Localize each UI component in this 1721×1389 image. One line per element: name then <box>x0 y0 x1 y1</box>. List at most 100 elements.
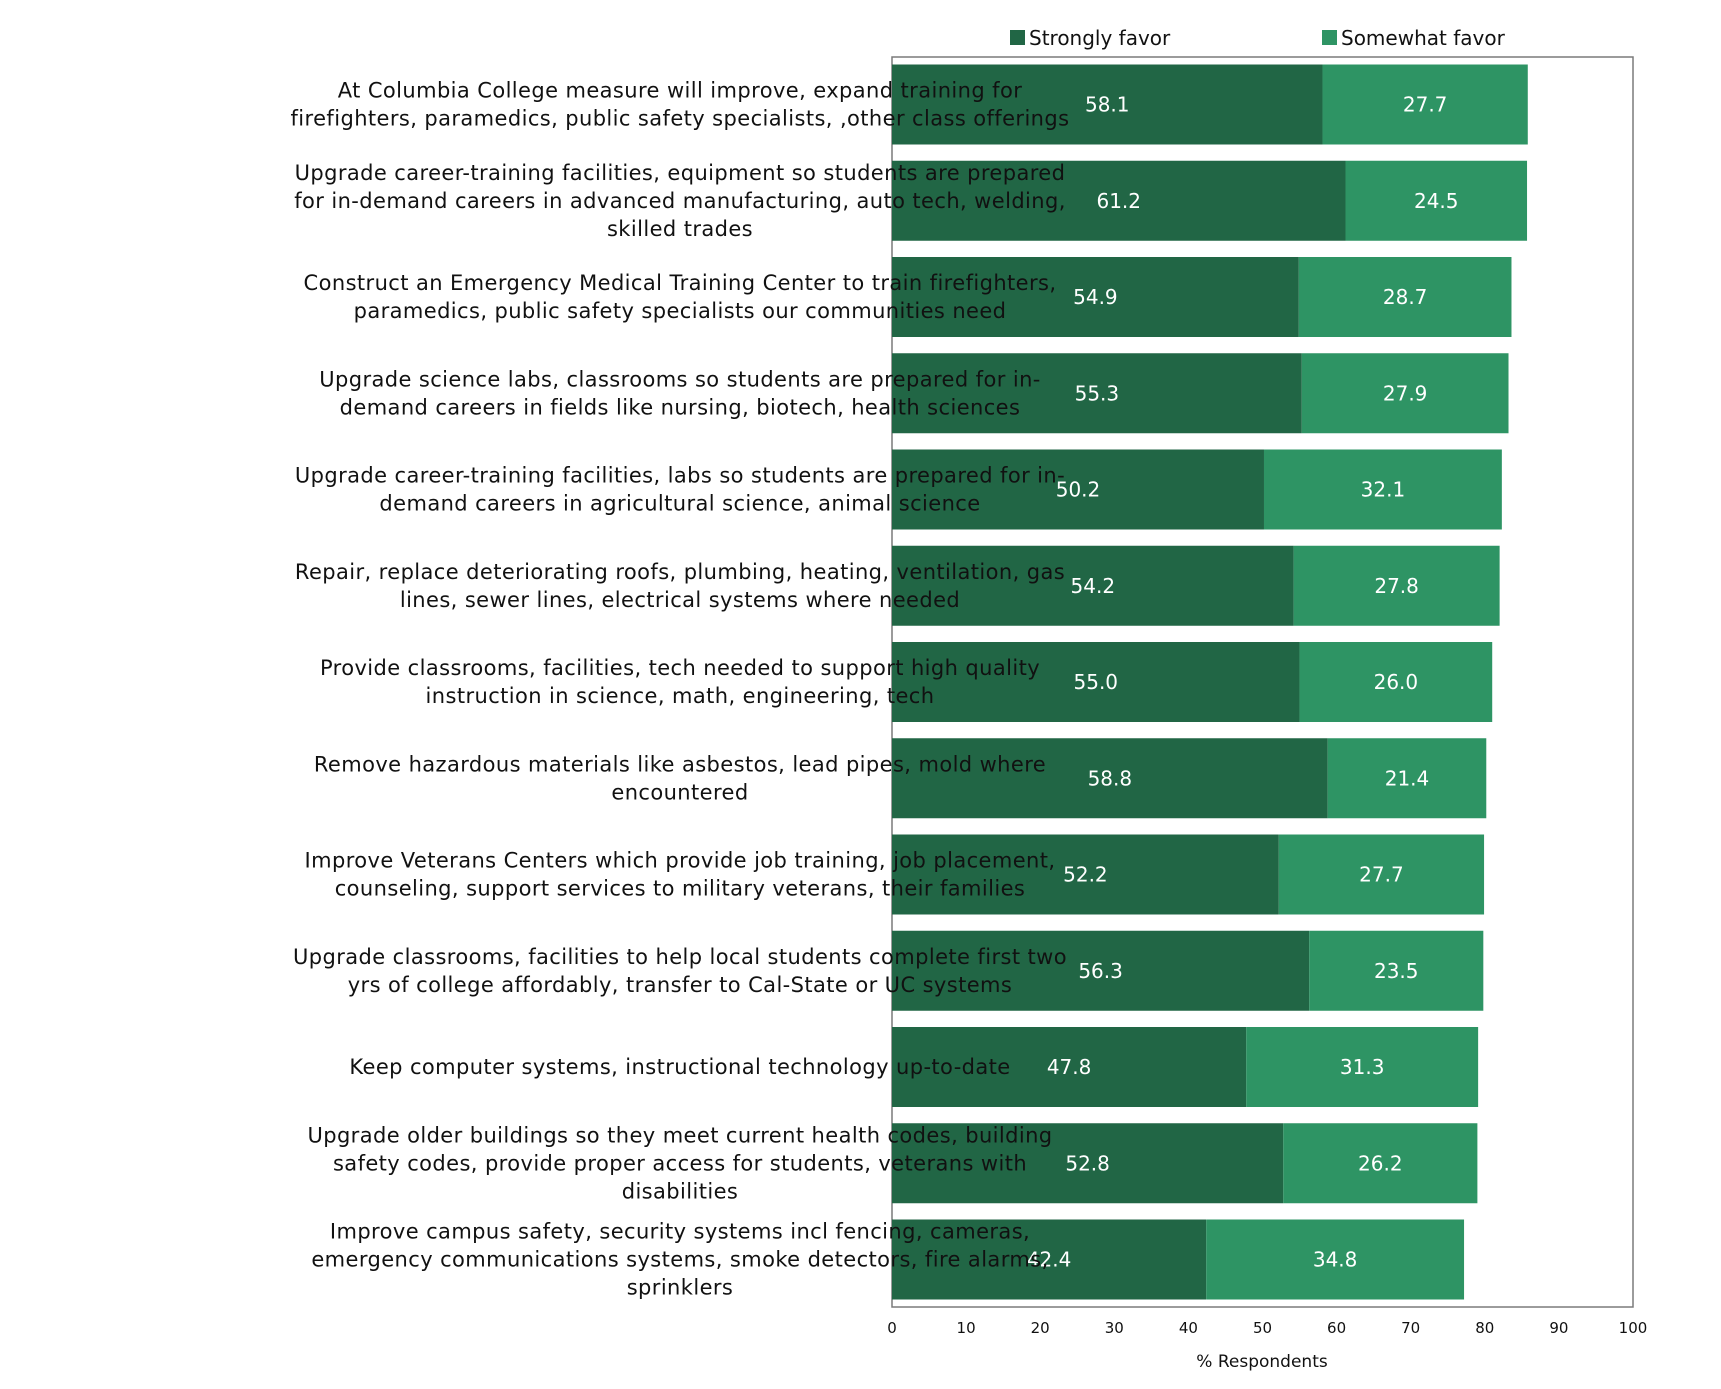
bar-somewhat-favor-9 <box>1278 834 1485 915</box>
bar-strongly-favor-4 <box>892 353 1302 434</box>
x-axis: 0 10 20 30 40 50 60 70 80 90 100 <box>887 1319 1647 1337</box>
data-label: 58.8 <box>1088 766 1133 790</box>
data-label: 52.2 <box>1063 863 1108 887</box>
category-label: skilled trades <box>607 217 753 241</box>
bar-strongly-favor-7 <box>892 642 1300 722</box>
x-tick-label: 40 <box>1179 1319 1198 1337</box>
category-label: Remove hazardous materials like asbestos… <box>314 752 1046 776</box>
category-label: counseling, support services to military… <box>335 877 1026 901</box>
data-label: 26.0 <box>1374 670 1419 694</box>
bar-strongly-favor-6 <box>892 545 1294 626</box>
data-label: 24.5 <box>1414 189 1459 213</box>
data-label: 50.2 <box>1056 478 1101 502</box>
data-label: 47.8 <box>1047 1055 1092 1079</box>
bar-strongly-favor-10 <box>892 930 1310 1011</box>
bar-strongly-favor-8 <box>892 738 1328 819</box>
data-label: 26.2 <box>1358 1151 1403 1175</box>
data-label: 55.0 <box>1074 670 1119 694</box>
bar-strongly-favor-2 <box>892 160 1346 241</box>
category-label: sprinklers <box>627 1276 734 1300</box>
category-label: Upgrade career-training facilities, equi… <box>295 161 1066 185</box>
category-label: disabilities <box>622 1179 739 1203</box>
data-label: 34.8 <box>1313 1248 1358 1272</box>
category-label: Upgrade science labs, classrooms so stud… <box>319 367 1041 391</box>
category-label: Provide classrooms, facilities, tech nee… <box>320 656 1040 680</box>
data-label: 31.3 <box>1340 1055 1385 1079</box>
data-label: 28.7 <box>1383 285 1428 309</box>
data-label: 52.8 <box>1065 1151 1110 1175</box>
x-axis-title: % Respondents <box>1196 1352 1328 1372</box>
category-label: Upgrade career-training facilities, labs… <box>295 464 1065 488</box>
bar-strongly-favor-11 <box>892 1027 1247 1107</box>
data-label: 42.4 <box>1027 1248 1072 1272</box>
bar-somewhat-favor-7 <box>1299 642 1493 722</box>
bar-somewhat-favor-12 <box>1283 1123 1478 1204</box>
data-label: 61.2 <box>1096 189 1141 213</box>
data-label: 27.7 <box>1359 863 1404 887</box>
category-label: Construct an Emergency Medical Training … <box>304 271 1057 295</box>
bar-somewhat-favor-5 <box>1263 449 1502 530</box>
category-label: firefighters, paramedics, public safety … <box>291 107 1070 131</box>
category-label: lines, sewer lines, electrical systems w… <box>400 588 960 612</box>
data-label: 54.9 <box>1073 285 1118 309</box>
bar-somewhat-favor-13 <box>1206 1219 1465 1300</box>
data-label: 54.2 <box>1071 574 1116 598</box>
data-label: 27.8 <box>1374 574 1419 598</box>
category-label: for in-demand careers in advanced manufa… <box>294 189 1066 213</box>
legend-label: Strongly favor <box>1029 26 1171 50</box>
data-label: 21.4 <box>1385 766 1430 790</box>
category-label: Repair, replace deteriorating roofs, plu… <box>295 560 1065 584</box>
bars-group: 58.1 27.7 61.2 24.5 54.9 28.7 55.3 27.9 50.2 32.1… <box>892 64 1528 1300</box>
x-tick-label: 100 <box>1619 1319 1648 1337</box>
bar-somewhat-favor-2 <box>1345 160 1528 241</box>
bar-somewhat-favor-1 <box>1322 64 1528 145</box>
category-label: safety codes, provide proper access for … <box>333 1151 1027 1175</box>
category-label: instruction in science, math, engineerin… <box>426 684 935 708</box>
legend-label: Somewhat favor <box>1341 26 1506 50</box>
x-tick-label: 30 <box>1105 1319 1124 1337</box>
category-labels: At Columbia College measure will improve… <box>291 79 1070 1300</box>
bar-strongly-favor-3 <box>892 257 1299 337</box>
x-tick-label: 70 <box>1401 1319 1420 1337</box>
bar-strongly-favor-12 <box>892 1123 1284 1204</box>
bar-somewhat-favor-6 <box>1293 545 1500 626</box>
x-tick-label: 0 <box>887 1319 897 1337</box>
data-label: 23.5 <box>1374 959 1419 983</box>
category-label: Improve campus safety, security systems … <box>330 1220 1030 1244</box>
bar-strongly-favor-5 <box>892 449 1264 530</box>
category-label: demand careers in fields like nursing, b… <box>340 395 1021 419</box>
x-tick-label: 80 <box>1475 1319 1494 1337</box>
category-label: Improve Veterans Centers which provide j… <box>305 849 1056 873</box>
category-label: At Columbia College measure will improve… <box>338 79 1023 103</box>
bar-somewhat-favor-3 <box>1298 257 1512 337</box>
data-label: 56.3 <box>1078 959 1123 983</box>
category-label: Upgrade older buildings so they meet cur… <box>307 1123 1052 1147</box>
data-label: 55.3 <box>1075 381 1120 405</box>
x-tick-label: 50 <box>1253 1319 1272 1337</box>
bar-strongly-favor-1 <box>892 64 1323 145</box>
data-label: 32.1 <box>1361 478 1406 502</box>
bar-somewhat-favor-4 <box>1301 353 1509 434</box>
category-label: yrs of college affordably, transfer to C… <box>348 973 1013 997</box>
bar-somewhat-favor-11 <box>1246 1027 1479 1107</box>
bar-strongly-favor-13 <box>892 1219 1207 1300</box>
data-label: 27.7 <box>1403 93 1448 117</box>
bar-somewhat-favor-8 <box>1327 738 1487 819</box>
category-label: demand careers in agricultural science, … <box>379 492 980 516</box>
x-tick-label: 90 <box>1549 1319 1568 1337</box>
x-tick-label: 20 <box>1031 1319 1050 1337</box>
legend-swatch <box>1322 30 1337 45</box>
data-label: 58.1 <box>1085 93 1130 117</box>
x-tick-label: 60 <box>1327 1319 1346 1337</box>
x-tick-label: 10 <box>957 1319 976 1337</box>
bar-somewhat-favor-10 <box>1309 930 1484 1011</box>
data-label: 27.9 <box>1383 381 1428 405</box>
category-label: paramedics, public safety specialists ou… <box>354 299 1007 323</box>
legend: Strongly favor Somewhat favor <box>1010 26 1506 50</box>
bar-strongly-favor-9 <box>892 834 1279 915</box>
category-label: emergency communications systems, smoke … <box>311 1248 1048 1272</box>
legend-swatch <box>1010 30 1025 45</box>
category-label: Upgrade classrooms, facilities to help l… <box>293 945 1067 969</box>
category-label: encountered <box>611 780 748 804</box>
